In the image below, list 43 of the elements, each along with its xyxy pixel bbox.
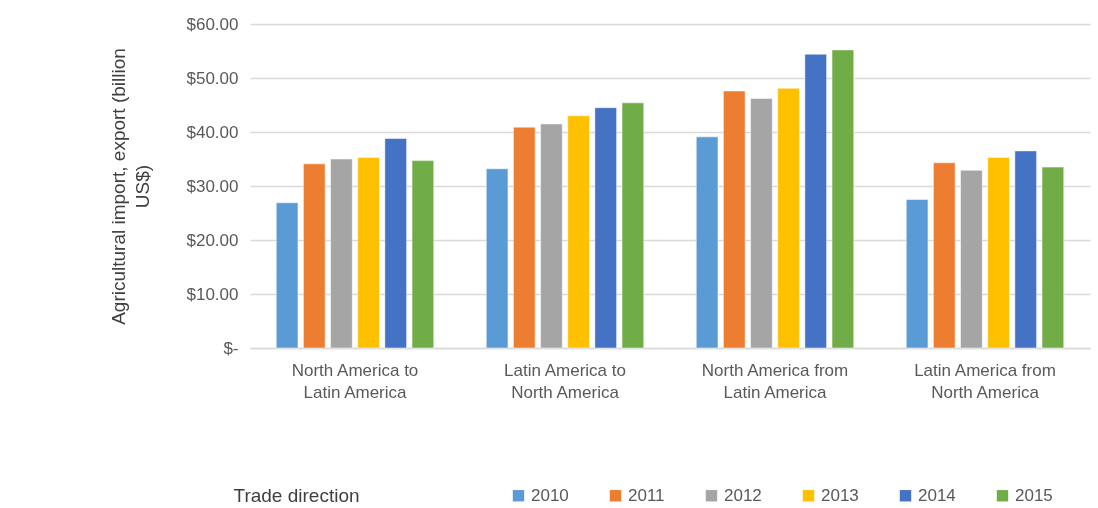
bar [1014,150,1037,349]
legend-label: 2011 [628,485,665,505]
bar [621,102,644,349]
legend-label: 2015 [1015,485,1053,505]
bar [777,88,800,349]
x-axis-title: Trade direction [233,484,360,506]
bar [384,138,407,349]
y-tick-label: $30.00 [186,176,239,196]
bar [906,199,929,349]
bar [804,53,827,349]
legend-label: 2012 [724,485,762,505]
bar [933,162,956,349]
y-tick-label: $40.00 [186,122,239,142]
bar [723,90,746,349]
bar [411,160,434,349]
bar [960,170,983,349]
bar [567,115,590,349]
bar [303,163,326,349]
bar [696,136,719,349]
y-axis-title: Agricultural import, export (billion US$) [107,48,153,325]
x-tick-label: Latin America from North America [914,360,1056,402]
bar [831,49,854,349]
y-tick-label: $- [223,338,239,358]
x-tick-label: North America to Latin America [291,360,419,402]
bar [540,123,563,349]
y-tick-label: $10.00 [186,284,239,304]
bar [987,157,1010,349]
bar [276,202,299,349]
legend-label: 2013 [821,485,859,505]
bar [486,168,509,349]
bar [594,107,617,349]
legend-label: 2010 [531,485,569,505]
bar [513,126,536,349]
y-tick-label: $50.00 [186,68,239,88]
bar [1041,166,1064,349]
legend-label: 2014 [918,485,956,505]
bar [330,158,353,349]
bar [357,157,380,349]
y-tick-label: $20.00 [186,230,239,250]
y-tick-label: $60.00 [186,14,239,34]
x-tick-label: North America from Latin America [701,360,849,402]
x-tick-label: Latin America to North America [504,360,626,402]
bar [750,98,773,349]
